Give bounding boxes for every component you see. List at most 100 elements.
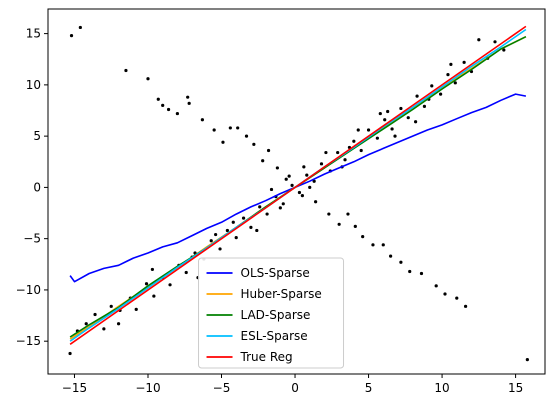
data-point bbox=[337, 222, 341, 226]
data-point bbox=[225, 228, 229, 233]
data-point bbox=[399, 260, 403, 264]
data-point bbox=[446, 73, 450, 77]
y-tick-label: −15 bbox=[16, 334, 41, 348]
data-point bbox=[93, 312, 97, 317]
y-tick-label: 5 bbox=[33, 129, 41, 143]
data-point bbox=[265, 212, 269, 216]
data-point bbox=[116, 322, 121, 326]
data-point bbox=[124, 68, 128, 73]
data-point bbox=[455, 296, 459, 300]
data-point bbox=[156, 97, 160, 101]
data-point bbox=[419, 271, 424, 276]
data-point bbox=[352, 139, 356, 143]
data-point bbox=[324, 150, 328, 155]
data-point bbox=[168, 283, 172, 287]
data-point bbox=[186, 95, 190, 99]
data-point bbox=[209, 239, 213, 243]
data-point bbox=[381, 243, 385, 247]
data-point bbox=[166, 107, 171, 112]
data-point bbox=[152, 294, 156, 298]
data-point bbox=[252, 142, 256, 146]
data-point bbox=[261, 159, 265, 163]
data-point bbox=[386, 109, 390, 114]
data-point bbox=[430, 84, 434, 88]
data-point bbox=[187, 101, 191, 105]
data-point bbox=[231, 220, 235, 224]
data-point bbox=[443, 292, 447, 296]
series-line-true-reg bbox=[69, 25, 527, 345]
data-point bbox=[453, 81, 457, 85]
data-point bbox=[366, 128, 371, 132]
data-point bbox=[312, 179, 316, 183]
data-point bbox=[297, 190, 302, 195]
data-point bbox=[393, 134, 397, 138]
data-point bbox=[184, 270, 188, 275]
data-point bbox=[359, 148, 363, 153]
x-tick-label: 0 bbox=[291, 381, 299, 395]
data-point bbox=[281, 202, 285, 206]
data-point bbox=[375, 136, 379, 140]
data-point bbox=[102, 327, 106, 331]
data-point bbox=[134, 307, 138, 312]
y-tick-label: −5 bbox=[23, 232, 41, 246]
data-point bbox=[422, 104, 427, 109]
data-point bbox=[266, 148, 271, 153]
legend-label: OLS-Sparse bbox=[241, 266, 310, 280]
data-point bbox=[300, 194, 304, 198]
data-point bbox=[144, 282, 149, 286]
data-point bbox=[249, 225, 253, 229]
data-point bbox=[244, 134, 249, 138]
x-tick-label: −15 bbox=[62, 381, 87, 395]
data-point bbox=[493, 40, 497, 44]
legend-label: True Reg bbox=[240, 350, 293, 364]
data-point bbox=[390, 127, 394, 131]
data-point bbox=[343, 158, 347, 162]
data-point bbox=[221, 140, 225, 144]
data-point bbox=[214, 232, 218, 237]
x-tick-label: −10 bbox=[135, 381, 160, 395]
data-point bbox=[336, 150, 340, 155]
data-point bbox=[228, 126, 232, 130]
data-point bbox=[399, 106, 403, 111]
x-axis: −15 −10 −5 0 5 10 15 bbox=[62, 374, 523, 395]
data-point bbox=[212, 128, 216, 132]
axes-spines bbox=[47, 8, 546, 375]
data-point bbox=[150, 267, 154, 272]
data-point bbox=[290, 183, 294, 187]
data-point bbox=[408, 269, 412, 274]
data-point bbox=[371, 243, 375, 247]
x-tick-label: 15 bbox=[508, 381, 523, 395]
data-point bbox=[353, 224, 357, 228]
data-point bbox=[218, 247, 222, 251]
data-point bbox=[319, 162, 324, 166]
data-point bbox=[415, 94, 419, 98]
data-point bbox=[356, 128, 360, 132]
data-point bbox=[236, 126, 240, 130]
data-point bbox=[361, 235, 365, 239]
data-point bbox=[241, 216, 246, 220]
legend-label: ESL-Sparse bbox=[241, 329, 308, 343]
data-point bbox=[439, 92, 443, 96]
x-tick-label: −5 bbox=[213, 381, 231, 395]
data-point bbox=[463, 304, 468, 308]
legend: OLS-Sparse Huber-Sparse LAD-Sparse ESL-Spar… bbox=[198, 257, 345, 369]
legend-box bbox=[198, 257, 345, 369]
data-point bbox=[308, 185, 312, 189]
data-point bbox=[69, 34, 74, 38]
data-point bbox=[327, 212, 331, 216]
data-point bbox=[383, 118, 387, 122]
x-tick-label: 5 bbox=[365, 381, 373, 395]
y-tick-label: −10 bbox=[16, 283, 41, 297]
data-point bbox=[258, 205, 262, 209]
data-point bbox=[68, 351, 72, 356]
y-tick-label: 0 bbox=[33, 180, 41, 194]
data-point bbox=[449, 62, 453, 66]
series-lines bbox=[69, 25, 527, 345]
y-tick-label: 10 bbox=[26, 78, 41, 92]
data-point bbox=[462, 60, 466, 64]
legend-label: LAD-Sparse bbox=[241, 308, 311, 322]
legend-label: Huber-Sparse bbox=[241, 287, 322, 301]
data-point bbox=[175, 111, 179, 116]
data-point bbox=[84, 322, 88, 326]
